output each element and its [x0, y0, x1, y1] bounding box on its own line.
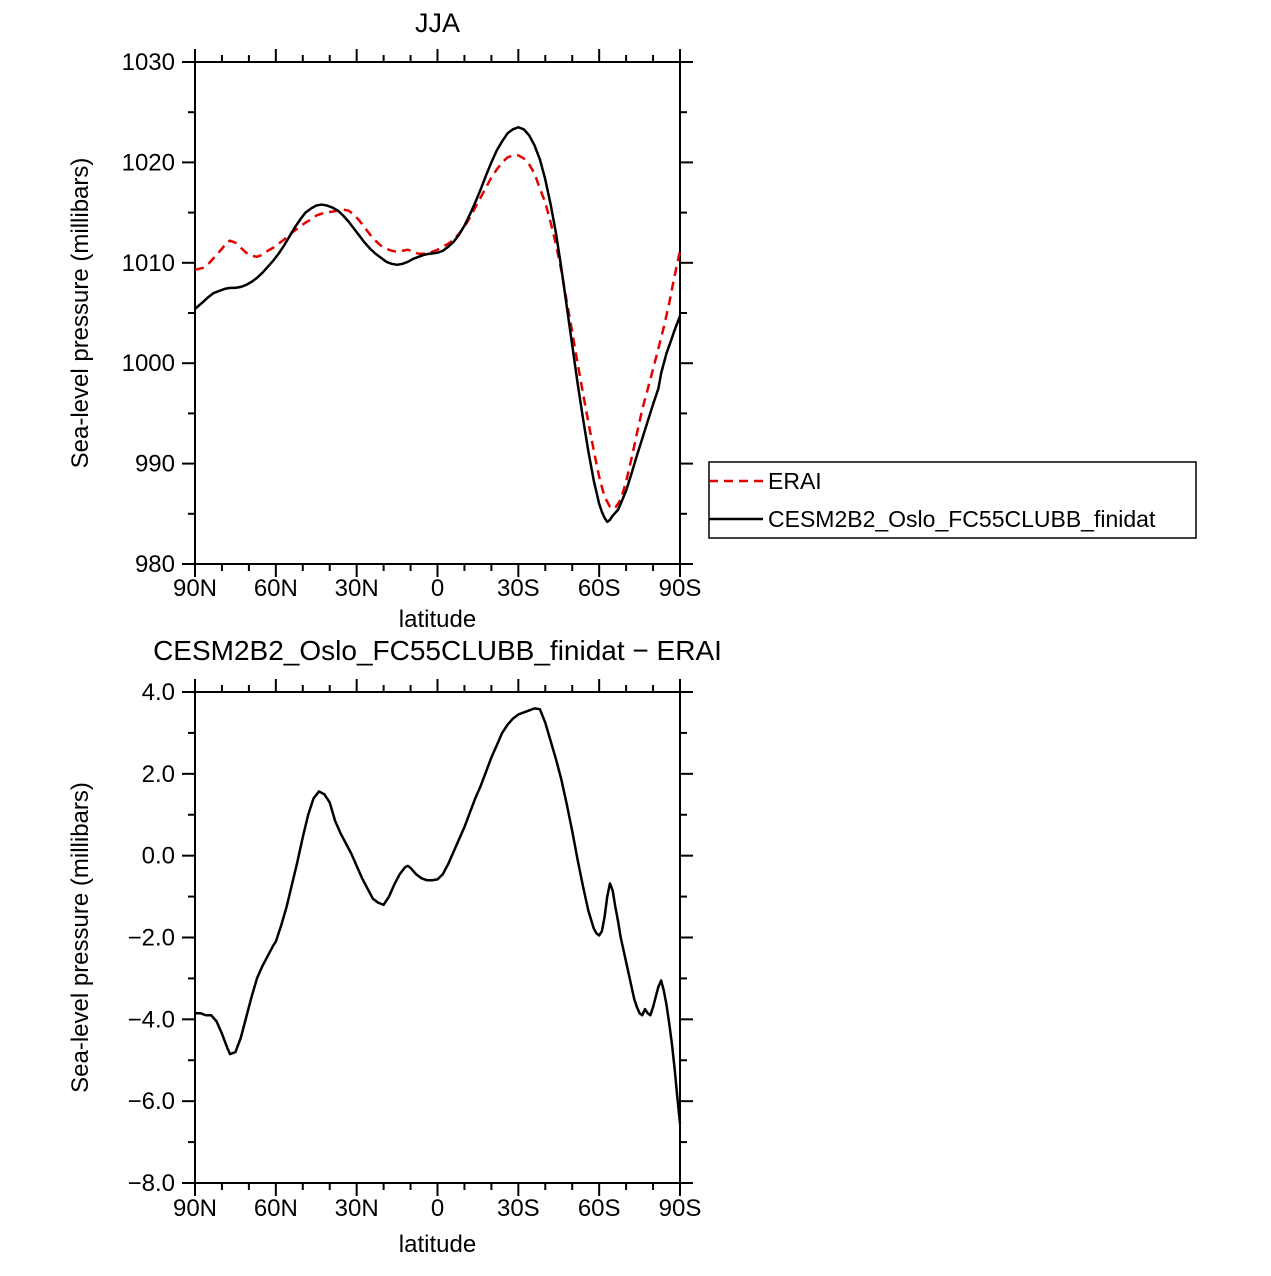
x-axis-label: latitude: [399, 606, 476, 633]
y-tick-label: −8.0: [128, 1170, 175, 1197]
y-tick-label: 1010: [122, 250, 175, 277]
y-tick-label: −2.0: [128, 925, 175, 952]
x-axis-label: latitude: [399, 1231, 476, 1258]
x-tick-label: 60S: [578, 1195, 621, 1222]
axis-labels: 90N 60N 30N 0 30S 60S 90S 4.0 2.0 0.0 −2.0 −4.0 −6.0…: [67, 635, 722, 1258]
y-tick-label: 1020: [122, 149, 175, 176]
plot-box: [194, 61, 681, 565]
series-line-cesm2b2-oslo-fc55clubb-finidat-erai: [195, 707, 682, 1124]
x-tick-label: 30S: [497, 575, 540, 602]
panel-title: CESM2B2_Oslo_FC55CLUBB_finidat − ERAI: [153, 635, 722, 666]
x-tick-label: 90S: [659, 1195, 702, 1222]
x-tick-label: 60N: [254, 1195, 298, 1222]
y-tick-label: 4.0: [142, 679, 175, 706]
y-tick-label: 0.0: [142, 843, 175, 870]
x-tick-label: 0: [431, 1195, 444, 1222]
y-tick-label: 980: [135, 551, 175, 578]
axis-ticks: [182, 679, 693, 1196]
y-tick-label: −4.0: [128, 1006, 175, 1033]
axis-labels: 90N 60N 30N 0 30S 60S 90S 980 990 1000 1010 1020 103…: [67, 8, 701, 633]
x-tick-label: 90N: [173, 575, 217, 602]
x-tick-label: 60S: [578, 575, 621, 602]
x-tick-label: 30S: [497, 1195, 540, 1222]
y-tick-label: 1000: [122, 350, 175, 377]
x-tick-label: 0: [431, 575, 444, 602]
top-panel: 90N 60N 30N 0 30S 60S 90S 980 990 1000 1010 1020 103…: [67, 8, 701, 633]
x-tick-label: 90S: [659, 575, 702, 602]
series-line-erai: [194, 154, 682, 511]
y-tick-label: −6.0: [128, 1088, 175, 1115]
panel-title: JJA: [415, 8, 460, 38]
y-tick-label: 2.0: [142, 761, 175, 788]
x-tick-label: 60N: [254, 575, 298, 602]
x-tick-label: 30N: [335, 1195, 379, 1222]
y-tick-label: 1030: [122, 49, 175, 76]
legend-label-cesm2b2-oslo-fc55clubb-finidat: CESM2B2_Oslo_FC55CLUBB_finidat: [768, 506, 1156, 532]
y-axis-label: Sea-level pressure (millibars): [67, 782, 94, 1093]
x-tick-label: 30N: [335, 575, 379, 602]
legend-box: [708, 461, 1197, 539]
y-tick-label: 990: [135, 451, 175, 478]
x-tick-label: 90N: [173, 1195, 217, 1222]
y-axis-label: Sea-level pressure (millibars): [67, 158, 94, 469]
bottom-panel: 90N 60N 30N 0 30S 60S 90S 4.0 2.0 0.0 −2.0 −4.0 −6.0…: [67, 635, 722, 1258]
plot-box: [194, 691, 681, 1184]
axis-ticks: [182, 49, 693, 577]
legend: ERAI CESM2B2_Oslo_FC55CLUBB_finidat: [708, 461, 1197, 539]
series-line-cesm2b2-oslo-fc55clubb-finidat: [194, 126, 682, 524]
legend-label-erai: ERAI: [768, 468, 822, 494]
